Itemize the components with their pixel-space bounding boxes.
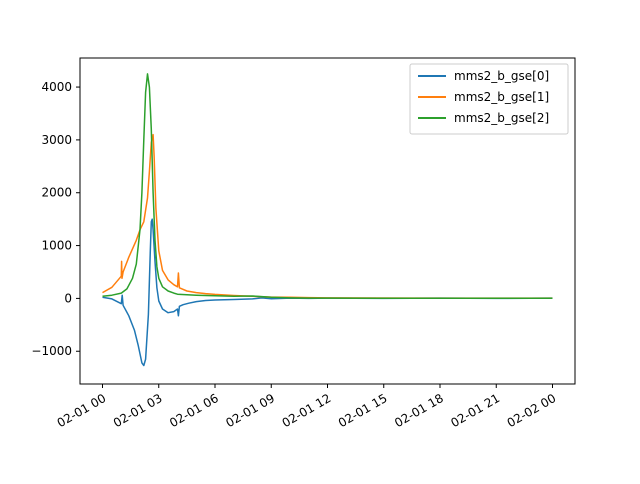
- y-tick-label: −1000: [31, 344, 72, 358]
- series-line-2: [102, 73, 553, 299]
- x-tick-label: 02-01 15: [336, 391, 390, 430]
- y-tick-label: 0: [64, 291, 72, 305]
- series-line-0: [102, 218, 553, 367]
- y-tick-label: 1000: [41, 239, 72, 253]
- series-layer: [102, 73, 553, 367]
- x-tick-label: 02-01 12: [280, 391, 334, 430]
- x-tick-label: 02-01 06: [167, 391, 221, 430]
- legend-label-series-0: mms2_b_gse[0]: [454, 69, 549, 83]
- legend-box: [409, 63, 569, 135]
- x-axis: 02-01 00 02-01 03 02-01 06 02-01 09 02-01 12…: [55, 384, 559, 430]
- x-tick-label: 02-01 18: [392, 391, 446, 430]
- x-tick-label: 02-02 00: [505, 391, 559, 430]
- legend-label-series-2: mms2_b_gse[2]: [454, 111, 549, 125]
- x-tick-label: 02-01 21: [448, 391, 502, 430]
- x-tick-label: 02-01 09: [223, 391, 277, 430]
- legend-label-series-1: mms2_b_gse[1]: [454, 90, 549, 104]
- y-tick-label: 3000: [41, 133, 72, 147]
- x-tick-label: 02-01 00: [55, 391, 109, 430]
- y-tick-label: 2000: [41, 186, 72, 200]
- y-axis: −1000 0 1000 2000 3000 4000: [31, 80, 80, 358]
- x-tick-label: 02-01 03: [111, 391, 165, 430]
- legend: mms2_b_gse[0] mms2_b_gse[1] mms2_b_gse[2…: [409, 63, 569, 135]
- y-tick-label: 4000: [41, 80, 72, 94]
- series-line-1: [102, 133, 553, 299]
